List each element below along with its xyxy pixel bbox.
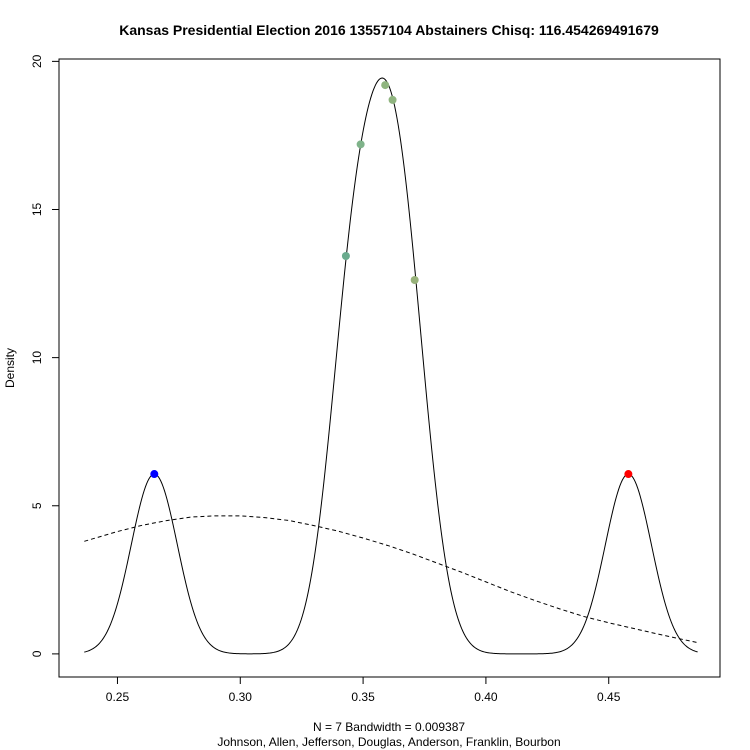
data-point xyxy=(381,81,390,90)
x-tick-label: 0.45 xyxy=(597,690,621,704)
y-tick-label: 20 xyxy=(30,54,44,68)
x-tick-label: 0.30 xyxy=(229,690,253,704)
data-point xyxy=(356,140,365,149)
y-axis: 0 5 10 15 20 xyxy=(30,54,59,657)
y-tick-label: 10 xyxy=(30,351,44,365)
y-tick-label: 0 xyxy=(30,650,44,657)
y-tick-label: 5 xyxy=(30,502,44,509)
data-point xyxy=(624,470,633,479)
data-point xyxy=(388,95,397,104)
x-tick-label: 0.25 xyxy=(106,690,130,704)
x-tick-label: 0.40 xyxy=(474,690,498,704)
curves xyxy=(84,77,698,655)
x-axis: 0.25 0.30 0.35 0.40 0.45 xyxy=(106,677,621,704)
x-axis-label-line2: Johnson, Allen, Jefferson, Douglas, Ande… xyxy=(217,735,560,749)
plot-area-frame xyxy=(58,58,721,678)
reference-curve-dashed xyxy=(84,515,698,644)
data-point xyxy=(341,252,350,261)
density-curve xyxy=(84,77,698,655)
data-points xyxy=(150,81,633,479)
data-point xyxy=(150,470,159,479)
x-tick-label: 0.35 xyxy=(351,690,375,704)
y-axis-label: Density xyxy=(3,348,17,388)
chart-title: Kansas Presidential Election 2016 135571… xyxy=(119,22,659,38)
x-axis-label-line1: N = 7 Bandwidth = 0.009387 xyxy=(313,720,465,734)
y-tick-label: 15 xyxy=(30,203,44,217)
data-point xyxy=(410,276,419,285)
